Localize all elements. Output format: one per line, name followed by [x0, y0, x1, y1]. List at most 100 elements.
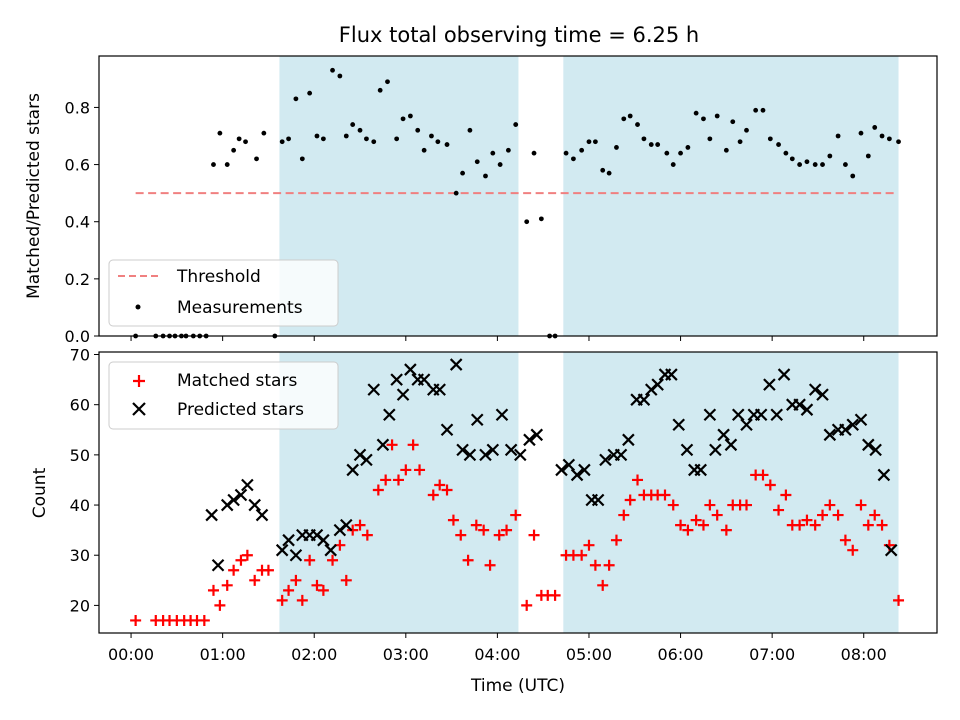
matched-star-marker: [720, 524, 732, 536]
matched-star-marker: [839, 534, 851, 546]
measurement-point: [243, 139, 248, 145]
y-tick-label: 70: [70, 346, 90, 365]
predicted-star-marker: [383, 408, 396, 422]
predicted-star-marker: [346, 463, 359, 477]
predicted-star-marker: [672, 418, 686, 432]
measurement-point: [730, 119, 736, 125]
bottom-ylabel: Count: [30, 467, 50, 518]
matched-star-marker: [855, 499, 867, 511]
predicted-star-marker: [227, 493, 240, 507]
predicted-star-marker: [433, 383, 446, 396]
predicted-star-marker: [854, 413, 868, 427]
matched-star-marker: [528, 529, 540, 541]
matched-star-marker: [434, 479, 446, 491]
matched-star-marker: [283, 584, 295, 596]
matched-star-marker: [576, 549, 588, 561]
measurement-point: [524, 219, 530, 225]
predicted-star-marker: [816, 388, 829, 401]
x-tick-label: 04:00: [474, 645, 520, 664]
measurement-point: [293, 96, 299, 102]
measurement-point: [211, 162, 216, 167]
predicted-star-marker: [740, 418, 753, 432]
measurement-point: [783, 150, 789, 156]
matched-star-marker: [262, 564, 274, 576]
measurement-point: [421, 147, 427, 153]
matched-star-marker: [659, 489, 671, 501]
measurement-point: [635, 122, 640, 127]
predicted-star-marker: [717, 428, 730, 442]
predicted-star-marker: [360, 453, 373, 467]
measurement-points: [133, 67, 901, 339]
top-legend: Threshold Measurements: [108, 259, 339, 327]
bottom-x-ticks: 00:00 01:00 02:00 03:00 04:00 05:00 06:00 07:00…: [108, 633, 887, 664]
matched-star-marker: [632, 474, 644, 486]
matched-star-marker: [510, 509, 522, 521]
matched-star-marker: [773, 504, 785, 516]
predicted-star-marker: [808, 383, 822, 396]
matched-star-marker: [427, 489, 439, 501]
bottom-axes-frame: [98, 351, 938, 634]
matched-star-marker: [589, 559, 601, 571]
y-tick-label: 40: [70, 496, 90, 515]
measurement-point: [513, 122, 519, 127]
measurement-point: [804, 159, 810, 165]
predicted-star-marker: [754, 408, 768, 422]
measurement-point: [571, 156, 576, 162]
matched-star-marker: [414, 464, 426, 476]
measurement-point: [767, 136, 773, 142]
predicted-star-marker: [680, 443, 694, 457]
predicted-star-marker: [622, 433, 635, 447]
matched-star-marker: [455, 529, 467, 541]
predicted-star-marker: [275, 543, 289, 557]
predicted-star-marker: [248, 498, 261, 512]
matched-star-marker: [327, 554, 339, 566]
predicted-star-marker: [862, 438, 875, 452]
predicted-star-marker: [317, 533, 330, 547]
matched-star-marker: [386, 439, 398, 451]
matched-star-marker: [392, 474, 404, 486]
x-tick-label: 06:00: [658, 645, 704, 664]
matched-star-marker: [407, 439, 419, 451]
measurement-point: [364, 136, 369, 142]
measurement-point: [538, 216, 544, 222]
measurement-point: [429, 133, 434, 139]
measurement-point: [254, 156, 259, 162]
matched-star-marker: [372, 484, 384, 496]
measurement-point: [490, 150, 496, 156]
matched-star-marker: [400, 464, 412, 476]
matched-star-marker: [311, 579, 323, 591]
predicted-star-marker: [884, 543, 898, 557]
measurement-point: [407, 113, 413, 119]
predicted-star-marker: [486, 443, 500, 457]
measurement-point: [858, 130, 864, 136]
matched-star-marker: [847, 544, 859, 556]
top-legend-box: [108, 259, 339, 327]
measurement-point: [299, 156, 305, 162]
matched-star-marker: [207, 584, 219, 596]
measurement-point: [606, 170, 612, 176]
y-tick-label: 20: [70, 596, 90, 615]
measurement-point: [753, 107, 759, 113]
matched-star-marker: [697, 519, 709, 531]
x-axis-label: Time (UTC): [470, 676, 565, 696]
matched-star-marker: [682, 524, 694, 536]
predicted-star-marker: [694, 463, 707, 477]
matched-star-marker: [380, 474, 392, 486]
top-axes-frame: [98, 55, 938, 337]
measurements-legend-label: Measurements: [177, 298, 303, 318]
measurement-point: [377, 87, 383, 93]
bottom-panel: 00:00 01:00 02:00 03:00 04:00 05:00 06:00 07:00…: [30, 346, 938, 696]
measurement-point: [812, 162, 818, 167]
matched-star-marker: [704, 499, 716, 511]
matched-star-marker: [780, 489, 792, 501]
y-tick-label: 0.8: [65, 98, 90, 117]
y-tick-label: 30: [70, 546, 90, 565]
matched-star-marker: [801, 514, 813, 526]
measurement-point: [850, 173, 856, 179]
measurement-point: [678, 150, 683, 156]
measurement-point: [886, 136, 892, 142]
predicted-star-marker: [396, 388, 410, 401]
measurement-point: [879, 133, 885, 139]
measurement-point: [655, 142, 661, 147]
matched-star-marker: [228, 564, 240, 576]
